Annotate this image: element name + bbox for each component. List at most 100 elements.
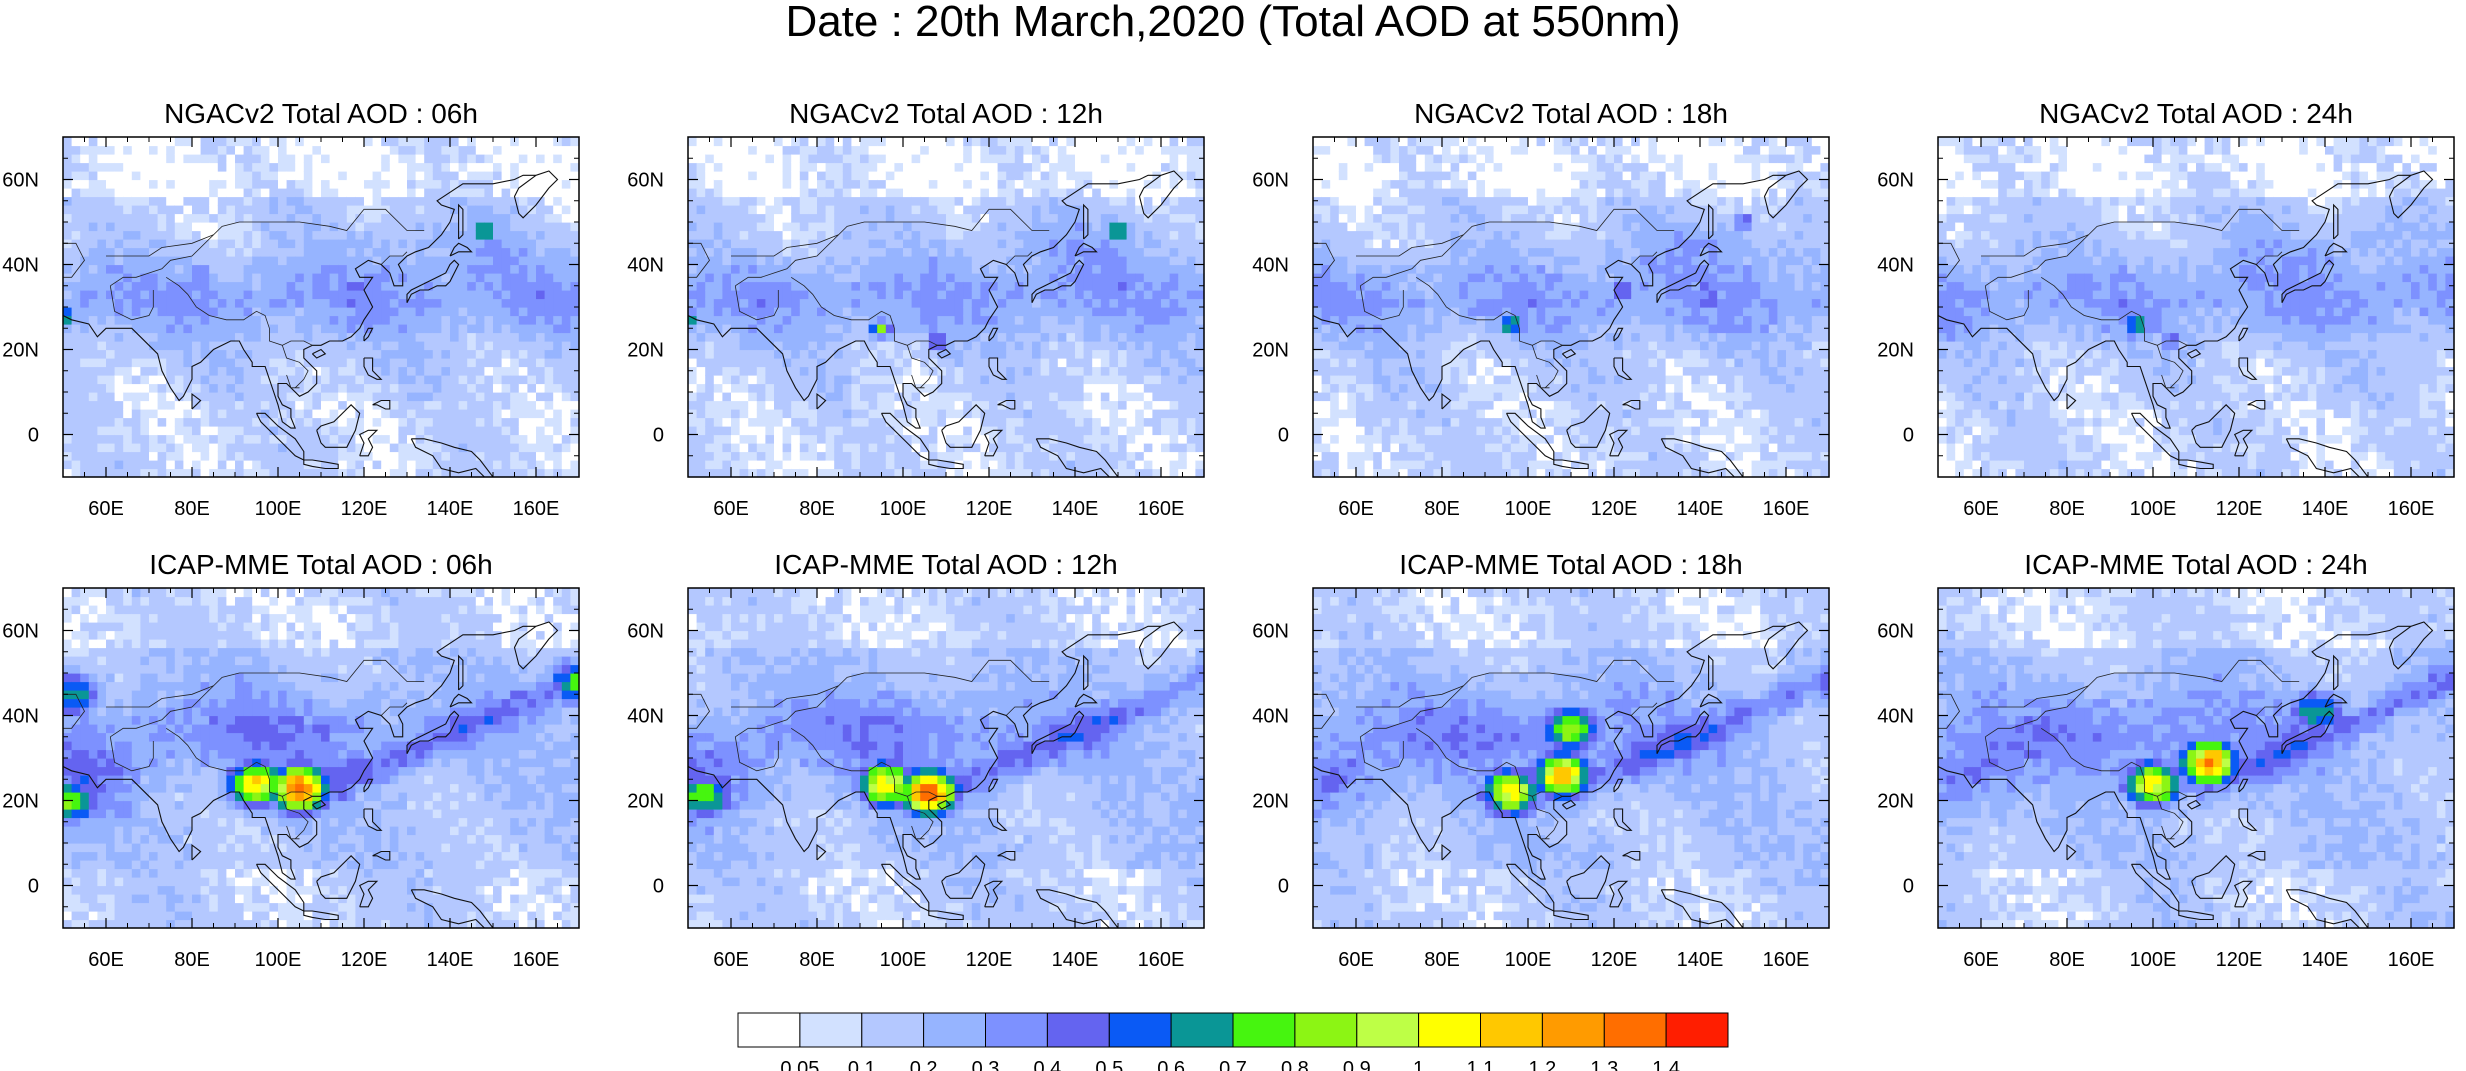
colorbar-label: 1.4 [1652, 1058, 1680, 1071]
map-panel-4: NGACv2 Total AOD : 24h 60E 80E 100E 120E 140E… [1877, 98, 2455, 520]
aod-field [688, 588, 1205, 929]
map-panel-6: ICAP-MME Total AOD : 12h 60E 80E 100E 120E 14… [627, 549, 1205, 971]
panel-title: ICAP-MME Total AOD : 18h [1399, 549, 1742, 580]
colorbar-label: 0.05 [780, 1058, 819, 1071]
colorbar-label: 0.7 [1219, 1058, 1247, 1071]
lon-tick-label: 80E [799, 949, 835, 971]
coastlines [688, 170, 1184, 477]
panel-title: ICAP-MME Total AOD : 12h [774, 549, 1117, 580]
lat-tick-label: 60N [627, 621, 664, 643]
lon-tick-label: 100E [2130, 498, 2177, 520]
map-panel-1: NGACv2 Total AOD : 06h 60E 80E 100E 120E 140E… [2, 98, 580, 520]
lat-tick-label: 40N [1252, 706, 1289, 728]
aod-field [1313, 588, 1830, 929]
lon-tick-label: 60E [1338, 949, 1374, 971]
lat-tick-label: 60N [1252, 621, 1289, 643]
lon-tick-label: 160E [1138, 498, 1185, 520]
panel-title: NGACv2 Total AOD : 06h [164, 98, 478, 129]
lat-tick-label: 20N [2, 340, 39, 362]
colorbar-label: 1.1 [1467, 1058, 1495, 1071]
aod-field [1313, 137, 1830, 478]
colorbar-box [1232, 1012, 1296, 1048]
colorbar-label: 0.9 [1343, 1058, 1371, 1071]
lat-tick-label: 60N [627, 170, 664, 192]
aod-field [1938, 137, 2455, 478]
lon-tick-label: 140E [2302, 949, 2349, 971]
lon-tick-label: 60E [713, 498, 749, 520]
lat-tick-label: 60N [1877, 621, 1914, 643]
lat-tick-label: 20N [1252, 791, 1289, 813]
coastlines [63, 170, 559, 477]
colorbar-label: 0.2 [910, 1058, 938, 1071]
colorbar-box [1170, 1012, 1234, 1048]
colorbar-label: 1 [1413, 1058, 1424, 1071]
colorbar-label: 0.8 [1281, 1058, 1309, 1071]
lon-tick-label: 120E [966, 949, 1013, 971]
coastlines [1938, 621, 2434, 928]
aod-field [688, 137, 1205, 478]
colorbar-label: 0.6 [1157, 1058, 1185, 1071]
lon-tick-label: 160E [513, 949, 560, 971]
lat-tick-label: 40N [1252, 255, 1289, 277]
lon-tick-label: 160E [513, 498, 560, 520]
lon-tick-label: 80E [2049, 498, 2085, 520]
colorbar-box [1418, 1012, 1481, 1048]
panel-title: ICAP-MME Total AOD : 24h [2024, 549, 2367, 580]
lon-tick-label: 80E [174, 949, 210, 971]
lon-tick-label: 140E [2302, 498, 2349, 520]
lon-tick-label: 100E [880, 498, 927, 520]
lon-tick-label: 120E [341, 498, 388, 520]
map-panel-2: NGACv2 Total AOD : 12h 60E 80E 100E 120E 140E… [627, 98, 1205, 520]
colorbar-label: 0.3 [972, 1058, 1000, 1071]
lon-tick-label: 160E [1763, 949, 1810, 971]
lon-tick-label: 80E [1424, 949, 1460, 971]
lat-tick-label: 0 [1903, 425, 1914, 447]
lon-tick-label: 100E [255, 949, 302, 971]
colorbar-box [923, 1012, 986, 1048]
lon-tick-label: 120E [2216, 949, 2263, 971]
lat-tick-label: 40N [1877, 706, 1914, 728]
lat-tick-label: 0 [1278, 876, 1289, 898]
lon-tick-label: 60E [1963, 949, 1999, 971]
map-panel-8: ICAP-MME Total AOD : 24h 60E 80E 100E 120E 14… [1877, 549, 2455, 971]
lon-tick-label: 120E [966, 498, 1013, 520]
lat-tick-label: 20N [1877, 791, 1914, 813]
coastlines [1938, 170, 2434, 477]
panel-title: NGACv2 Total AOD : 24h [2039, 98, 2353, 129]
lon-tick-label: 100E [1505, 498, 1552, 520]
lon-tick-label: 60E [88, 949, 124, 971]
lon-tick-label: 100E [880, 949, 927, 971]
colorbar-box [1541, 1012, 1605, 1048]
lon-tick-label: 140E [427, 949, 474, 971]
map-panel-5: ICAP-MME Total AOD : 06h 60E 80E 100E 120E 14… [2, 549, 580, 971]
lat-tick-label: 20N [627, 791, 664, 813]
lat-tick-label: 20N [627, 340, 664, 362]
map-panel-3: NGACv2 Total AOD : 18h 60E 80E 100E 120E 140E… [1252, 98, 1830, 520]
colorbar-box [1603, 1012, 1667, 1048]
lon-tick-label: 140E [1052, 498, 1099, 520]
colorbar-label: 0.1 [848, 1058, 876, 1071]
colorbar-box [1480, 1012, 1543, 1048]
lon-tick-label: 140E [1677, 498, 1724, 520]
lon-tick-label: 140E [1052, 949, 1099, 971]
lon-tick-label: 160E [1138, 949, 1185, 971]
lon-tick-label: 100E [2130, 949, 2177, 971]
lat-tick-label: 0 [1903, 876, 1914, 898]
lat-tick-label: 20N [1877, 340, 1914, 362]
lat-tick-label: 20N [1252, 340, 1289, 362]
lon-tick-label: 160E [2388, 498, 2435, 520]
lon-tick-label: 140E [1677, 949, 1724, 971]
lon-tick-label: 60E [1338, 498, 1374, 520]
panel-title: ICAP-MME Total AOD : 06h [149, 549, 492, 580]
coastlines [63, 621, 559, 928]
lat-tick-label: 0 [28, 876, 39, 898]
colorbar-box [985, 1012, 1048, 1048]
colorbar-label: 1.2 [1528, 1058, 1556, 1071]
lat-tick-label: 40N [2, 706, 39, 728]
lon-tick-label: 120E [1591, 498, 1638, 520]
colorbar-label: 0.5 [1095, 1058, 1123, 1071]
lat-tick-label: 40N [627, 255, 664, 277]
lat-tick-label: 0 [1278, 425, 1289, 447]
coastlines [688, 621, 1184, 928]
